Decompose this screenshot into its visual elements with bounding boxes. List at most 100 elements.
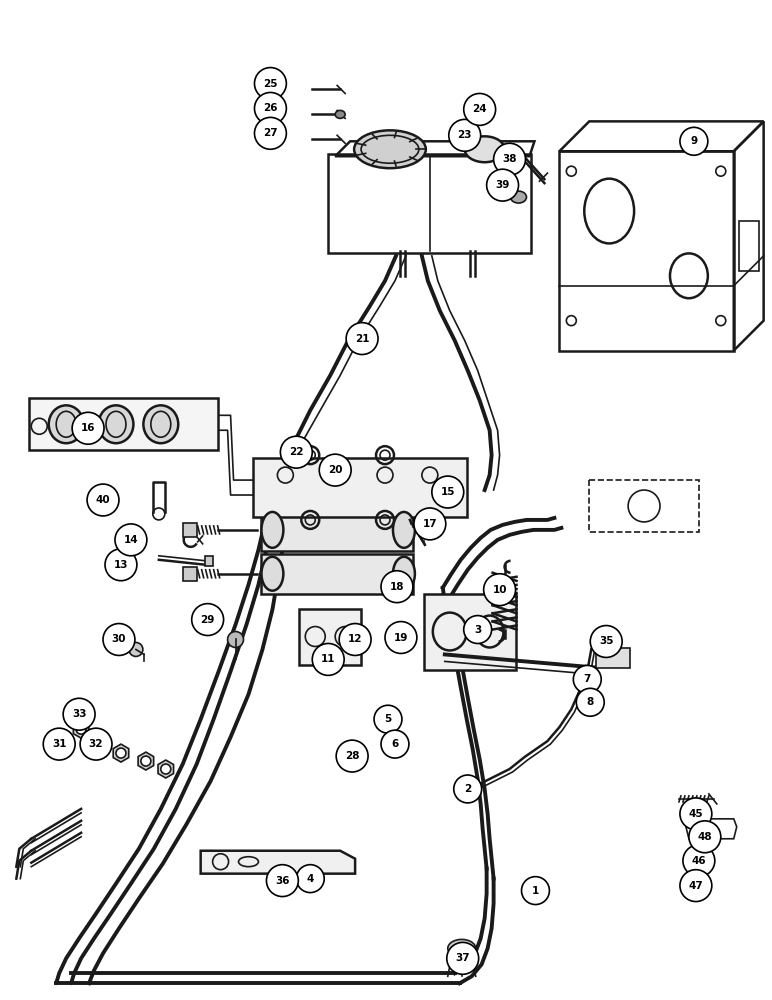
Text: 10: 10 [493,585,507,595]
Text: 33: 33 [72,709,86,719]
Text: 7: 7 [584,674,591,684]
Polygon shape [689,869,706,889]
FancyBboxPatch shape [262,554,413,594]
Text: 29: 29 [201,615,215,625]
Text: 4: 4 [306,874,314,884]
Circle shape [374,705,402,733]
Circle shape [339,624,371,655]
Text: 20: 20 [328,465,343,475]
Ellipse shape [144,405,178,443]
Circle shape [296,865,324,893]
Text: 13: 13 [113,560,128,570]
Circle shape [141,756,151,766]
Text: 15: 15 [441,487,455,497]
Circle shape [483,574,516,606]
Circle shape [486,169,519,201]
Circle shape [381,571,413,603]
Circle shape [280,436,312,468]
Ellipse shape [393,512,415,548]
Text: 14: 14 [124,535,138,545]
Ellipse shape [262,512,283,548]
FancyBboxPatch shape [29,398,218,450]
Text: 21: 21 [355,334,369,344]
Circle shape [161,764,171,774]
Text: 30: 30 [112,634,126,644]
FancyBboxPatch shape [205,556,212,566]
Polygon shape [201,851,355,874]
Bar [739,221,759,271]
Text: 28: 28 [345,751,360,761]
Circle shape [346,323,378,355]
Circle shape [577,688,604,716]
Text: 22: 22 [289,447,303,457]
Circle shape [255,92,286,124]
Ellipse shape [510,191,527,203]
Ellipse shape [99,405,134,443]
Text: 32: 32 [89,739,103,749]
Circle shape [522,877,550,905]
Bar [560,151,733,351]
Circle shape [266,865,298,897]
Text: 19: 19 [394,633,408,643]
Circle shape [336,740,368,772]
Circle shape [96,736,106,746]
FancyBboxPatch shape [262,509,413,551]
Circle shape [414,508,445,540]
Circle shape [76,724,86,734]
Circle shape [464,616,492,643]
Circle shape [447,942,479,974]
Circle shape [63,698,95,730]
Text: 38: 38 [503,154,516,164]
Text: 40: 40 [96,495,110,505]
Polygon shape [158,760,174,778]
Text: 47: 47 [689,881,703,891]
Ellipse shape [448,939,476,957]
Ellipse shape [391,583,409,597]
Ellipse shape [49,405,83,443]
Circle shape [115,524,147,556]
Text: 26: 26 [263,103,278,113]
Text: 16: 16 [81,423,95,433]
Text: 9: 9 [690,136,697,146]
FancyBboxPatch shape [424,594,516,670]
Circle shape [228,632,243,647]
FancyBboxPatch shape [183,567,197,581]
Circle shape [689,821,721,853]
Text: 2: 2 [464,784,472,794]
Text: 11: 11 [321,654,336,664]
Circle shape [255,68,286,99]
Circle shape [385,622,417,653]
Circle shape [116,748,126,758]
FancyBboxPatch shape [183,523,197,537]
Polygon shape [93,732,109,750]
Circle shape [493,143,526,175]
Text: 48: 48 [698,832,712,842]
Circle shape [432,476,464,508]
Text: 36: 36 [275,876,290,886]
Text: 8: 8 [587,697,594,707]
Circle shape [680,870,712,902]
Circle shape [680,127,708,155]
Bar [589,480,699,532]
Circle shape [464,93,496,125]
Text: 25: 25 [263,79,278,89]
Text: 6: 6 [391,739,398,749]
Circle shape [683,845,715,877]
Polygon shape [138,752,154,770]
Circle shape [105,549,137,581]
Circle shape [72,412,104,444]
Text: 1: 1 [532,886,539,896]
FancyBboxPatch shape [596,648,630,668]
Text: 35: 35 [599,636,614,646]
Text: 18: 18 [390,582,405,592]
Ellipse shape [262,557,283,591]
Circle shape [87,484,119,516]
Circle shape [320,454,351,486]
Text: 17: 17 [422,519,437,529]
FancyBboxPatch shape [300,609,361,665]
Circle shape [591,626,622,657]
Text: 39: 39 [496,180,510,190]
Circle shape [312,643,344,675]
Polygon shape [73,720,89,738]
Circle shape [191,604,224,636]
